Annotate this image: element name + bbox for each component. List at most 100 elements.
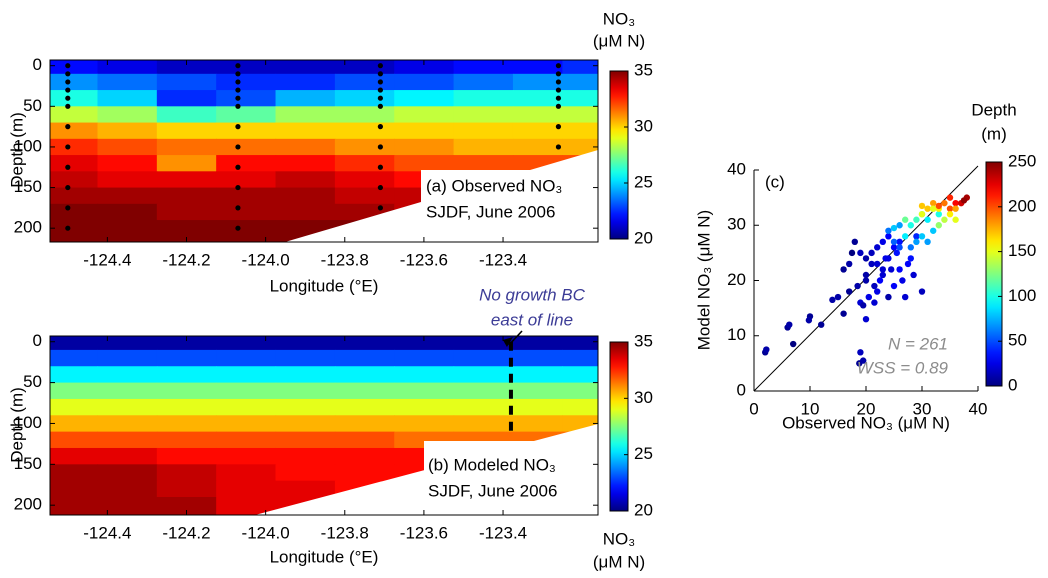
contour-cell: [562, 90, 598, 107]
scatter-point: [918, 202, 926, 210]
y-tick-label: 200: [14, 495, 42, 514]
x-tick-label: -124.2: [162, 250, 210, 269]
contour-cell: [562, 73, 598, 91]
sample-point: [377, 103, 383, 109]
sample-point: [65, 71, 71, 77]
contour-cell: [156, 73, 217, 91]
sample-point: [65, 225, 71, 231]
sample-point: [555, 87, 562, 93]
scatter-point: [840, 310, 847, 317]
sample-point: [65, 79, 71, 85]
contour-cell: [50, 171, 99, 189]
contour-cell: [275, 60, 336, 75]
contour-cell: [394, 90, 455, 107]
contour-cell: [512, 60, 563, 75]
sample-point: [555, 79, 562, 85]
contour-cell: [275, 349, 336, 367]
contour-cell: [334, 415, 395, 433]
axes-box: [49, 335, 599, 516]
axes-box: [49, 59, 599, 243]
scatter-point: [857, 349, 864, 356]
contour-cell: [334, 106, 395, 124]
panel-label: (c): [765, 172, 785, 191]
sample-point: [555, 71, 562, 77]
contour-cell: [216, 220, 277, 242]
x-tick-label: -124.4: [83, 523, 131, 542]
sample-point: [65, 205, 71, 211]
scatter-point: [952, 216, 959, 223]
contour-cell: [334, 398, 395, 416]
x-tick-label: -124.0: [242, 250, 290, 269]
scatter-point: [871, 282, 878, 290]
y-tick-label: 50: [23, 96, 42, 115]
scatter-point: [874, 244, 881, 251]
scatter-point: [935, 222, 942, 229]
scatter-point: [924, 216, 931, 223]
contour-cell: [512, 349, 563, 367]
contour-cell: [216, 464, 277, 482]
contour-cell: [97, 106, 158, 124]
contour-cell: [50, 73, 99, 91]
contour-cell: [334, 336, 395, 351]
scatter-point: [946, 205, 954, 212]
sample-point: [377, 184, 383, 191]
contour-cell: [334, 122, 395, 140]
scatter-point: [879, 271, 886, 279]
scatter-point: [896, 244, 903, 251]
panel: -124.4 -124.2 -124.0 -123.8 -123.6 -123.4 0 50 1…: [7, 285, 652, 571]
x-axis-label: Longitude (°E): [270, 547, 379, 566]
y-tick-label: 30: [727, 215, 746, 234]
sample-point: [377, 205, 383, 211]
contour-cell: [50, 480, 99, 498]
contour-cell: [275, 382, 336, 400]
panel-label: SJDF, June 2006: [428, 481, 557, 500]
scatter-point: [862, 255, 870, 262]
sample-point: [65, 63, 71, 69]
colorbar-tick-label: 35: [634, 60, 653, 79]
scatter-point: [846, 260, 853, 268]
contour-cell: [275, 480, 336, 498]
contour-cell: [394, 155, 455, 172]
contour-cell: [216, 336, 277, 351]
sample-point: [65, 124, 71, 130]
contour-cell: [275, 203, 336, 221]
sample-point: [555, 124, 562, 130]
contour-cell: [562, 382, 598, 400]
contour-cell: [334, 447, 395, 465]
contour-cell: [156, 171, 217, 189]
contour-cell: [216, 447, 277, 465]
contour-cell: [275, 431, 336, 449]
scatter-point: [840, 266, 847, 273]
contour-cell: [50, 122, 99, 140]
contour-cell: [275, 106, 336, 124]
contour-cell: [50, 336, 99, 351]
contour-cell: [275, 187, 336, 205]
contour-cell: [453, 122, 514, 140]
contour-cell: [334, 349, 395, 367]
contour-cell: [275, 90, 336, 107]
scatter-point: [860, 357, 867, 364]
contour-cell: [562, 349, 598, 367]
label-box: [424, 441, 598, 515]
sample-point: [65, 87, 71, 93]
sample-point: [377, 87, 383, 93]
contour-cell: [512, 122, 563, 140]
sample-point: [65, 144, 71, 150]
contour-cell: [453, 366, 514, 384]
colorbar-label: (μM N): [593, 31, 645, 50]
contour-cell: [562, 138, 598, 156]
scatter-point: [893, 249, 900, 257]
scatter-point: [829, 296, 836, 304]
contour-cell: [453, 349, 514, 367]
scatter-point: [862, 277, 870, 284]
scatter-point: [805, 317, 813, 324]
sample-point: [235, 205, 241, 211]
contour-cell: [156, 464, 217, 482]
contour-cell: [50, 349, 99, 367]
contour-cell: [216, 366, 277, 384]
contour-cell: [562, 122, 598, 140]
scatter-point: [851, 238, 858, 246]
colorbar-tick-label: 20: [634, 500, 653, 519]
contour-cell: [216, 431, 277, 449]
